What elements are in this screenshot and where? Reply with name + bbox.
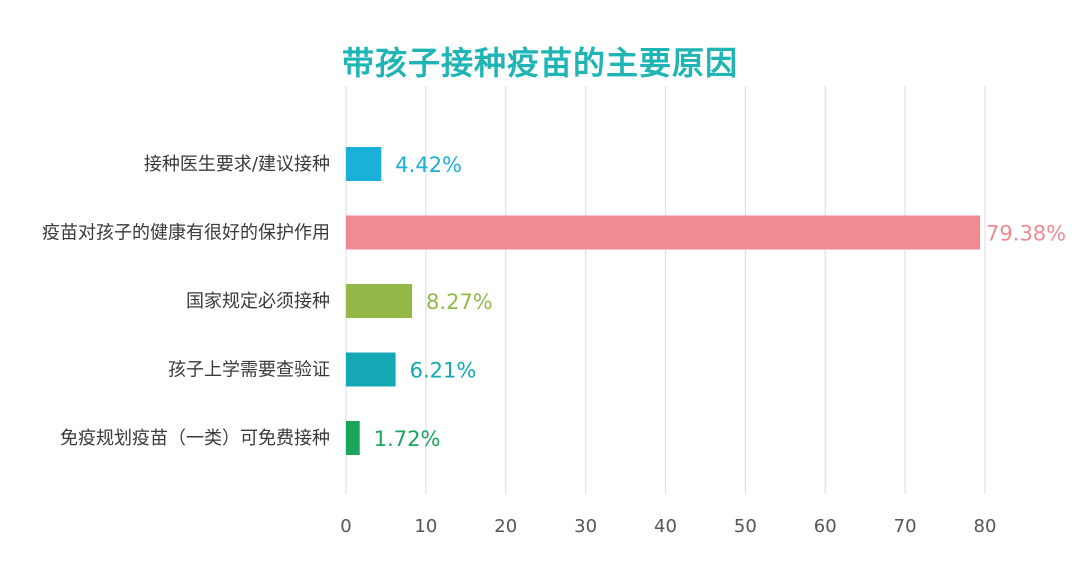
category-labels: 接种医生要求/建议接种疫苗对孩子的健康有很好的保护作用国家规定必须接种孩子上学需… bbox=[42, 154, 330, 449]
x-tick-label: 60 bbox=[814, 516, 837, 537]
x-tick-label: 70 bbox=[894, 516, 917, 537]
value-label: 1.72% bbox=[374, 427, 441, 451]
category-label: 疫苗对孩子的健康有很好的保护作用 bbox=[42, 223, 330, 244]
bar bbox=[346, 352, 396, 387]
bar bbox=[346, 421, 360, 455]
category-label: 接种医生要求/建议接种 bbox=[144, 154, 330, 175]
value-label: 8.27% bbox=[426, 290, 493, 314]
bar bbox=[346, 147, 382, 181]
category-label: 孩子上学需要查验证 bbox=[168, 360, 330, 381]
bar bbox=[346, 215, 981, 250]
x-tick-label: 50 bbox=[734, 516, 757, 537]
x-tick-label: 0 bbox=[340, 516, 351, 537]
bars bbox=[346, 147, 981, 455]
bar bbox=[346, 284, 413, 318]
x-tick-label: 20 bbox=[494, 516, 517, 537]
value-label: 6.21% bbox=[410, 359, 477, 383]
value-labels: 4.42% 79.38% 8.27% 6.21% 1.72% bbox=[374, 153, 1066, 451]
x-tick-label: 30 bbox=[574, 516, 597, 537]
category-label: 国家规定必须接种 bbox=[186, 291, 330, 312]
value-label: 4.42% bbox=[395, 153, 462, 177]
value-label: 79.38% bbox=[986, 222, 1066, 246]
x-axis-ticks: 0 10 20 30 40 50 60 70 80 bbox=[340, 516, 996, 537]
x-tick-label: 10 bbox=[414, 516, 437, 537]
x-tick-label: 80 bbox=[974, 516, 997, 537]
category-label: 免疫规划疫苗（一类）可免费接种 bbox=[60, 428, 330, 449]
chart-title: 带孩子接种疫苗的主要原因 bbox=[341, 44, 738, 82]
x-tick-label: 40 bbox=[654, 516, 677, 537]
